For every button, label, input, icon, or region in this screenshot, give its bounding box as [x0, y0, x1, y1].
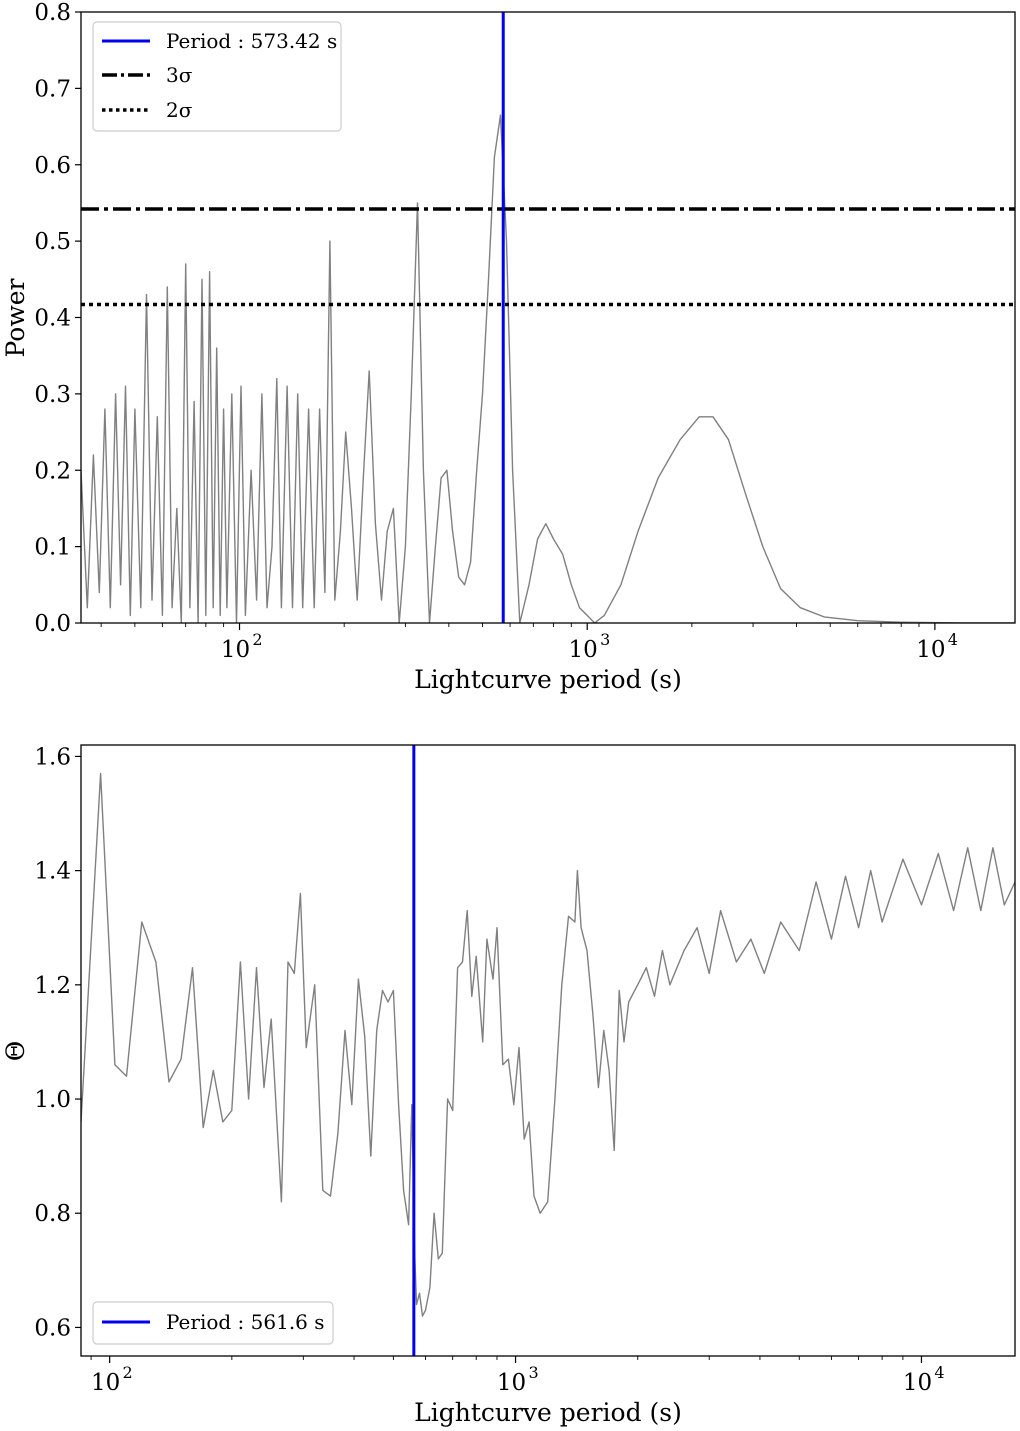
top-y-ticks: 0.0 0.1 0.2 0.3 0.4 0.5 0.6 0.7 0.8	[34, 0, 81, 637]
top-y-tick-label: 0.5	[34, 229, 71, 255]
top-legend-box	[92, 21, 342, 132]
bottom-y-tick-label: 1.0	[34, 1087, 71, 1113]
top-x-tick-exponent: 4	[948, 630, 958, 649]
bottom-series-line-0	[81, 772, 1015, 1317]
bottom-plot-marks	[81, 745, 1015, 1356]
legend-2sigma-label: 2σ	[166, 98, 193, 122]
bottom-x-tick-exponent: 4	[934, 1363, 944, 1382]
bottom-x-tick-label: 10	[903, 1370, 932, 1396]
bottom-y-axis-label: Θ	[1, 1041, 30, 1062]
legend-period-label-bottom: Period : 561.6 s	[166, 1310, 325, 1334]
bottom-axes-frame	[80, 744, 1016, 1357]
top-plot-area	[81, 12, 1015, 623]
top-x-tick-label: 10	[916, 637, 945, 663]
bottom-x-tick-label: 10	[91, 1370, 120, 1396]
bottom-y-tick-label: 1.4	[34, 859, 71, 885]
bottom-y-tick-label: 0.6	[34, 1315, 71, 1341]
top-y-tick-label: 0.4	[34, 306, 71, 332]
top-y-tick-label: 0.8	[34, 0, 71, 26]
top-y-tick-label: 0.0	[34, 611, 71, 637]
top-x-tick-exponent: 3	[600, 630, 610, 649]
top-y-tick-label: 0.3	[34, 382, 71, 408]
bottom-x-ticks: 10 2 10 3 10 4	[90, 1356, 945, 1396]
bottom-y-ticks: 0.6 0.8 1.0 1.2 1.4 1.6	[34, 744, 81, 1341]
top-x-tick-label: 10	[221, 637, 250, 663]
top-x-axis-label: Lightcurve period (s)	[414, 665, 682, 694]
top-y-tick-label: 0.2	[34, 458, 71, 484]
top-x-ticks: 10 2 10 3 10 4	[100, 623, 958, 663]
top-y-tick-label: 0.6	[34, 153, 71, 179]
bottom-plot-area	[81, 745, 1015, 1356]
top-x-tick-label: 10	[569, 637, 598, 663]
top-y-axis-label: Power	[1, 278, 30, 357]
power-periodogram-panel: 0.00.10.20.30.40.50.60.70.8 10 2 10 3 10 4 Li…	[1, 0, 1016, 694]
theta-periodogram-panel: 0.60.81.01.21.41.6 10 2 10 3 10 4 Lightcurve …	[1, 744, 1016, 1427]
bottom-x-tick-exponent: 2	[123, 1363, 133, 1382]
bottom-y-tick-label: 1.6	[34, 744, 71, 770]
bottom-y-tick-label: 1.2	[34, 973, 71, 999]
bottom-x-tick-label: 10	[497, 1370, 526, 1396]
bottom-x-axis-label: Lightcurve period (s)	[414, 1398, 682, 1427]
legend-period-label: Period : 573.42 s	[166, 29, 337, 53]
top-x-tick-exponent: 2	[252, 630, 262, 649]
top-series-line-0	[81, 114, 1015, 623]
bottom-x-tick-exponent: 3	[528, 1363, 538, 1382]
legend-3sigma-label: 3σ	[166, 63, 193, 87]
top-y-tick-label: 0.1	[34, 535, 71, 561]
bottom-legend-box	[92, 1301, 334, 1345]
bottom-y-tick-label: 0.8	[34, 1201, 71, 1227]
top-plot-marks	[81, 12, 1015, 623]
top-y-tick-label: 0.7	[34, 76, 71, 102]
top-legend: Period : 573.42 s 3σ 2σ	[92, 21, 342, 132]
bottom-legend: Period : 561.6 s	[92, 1301, 334, 1345]
